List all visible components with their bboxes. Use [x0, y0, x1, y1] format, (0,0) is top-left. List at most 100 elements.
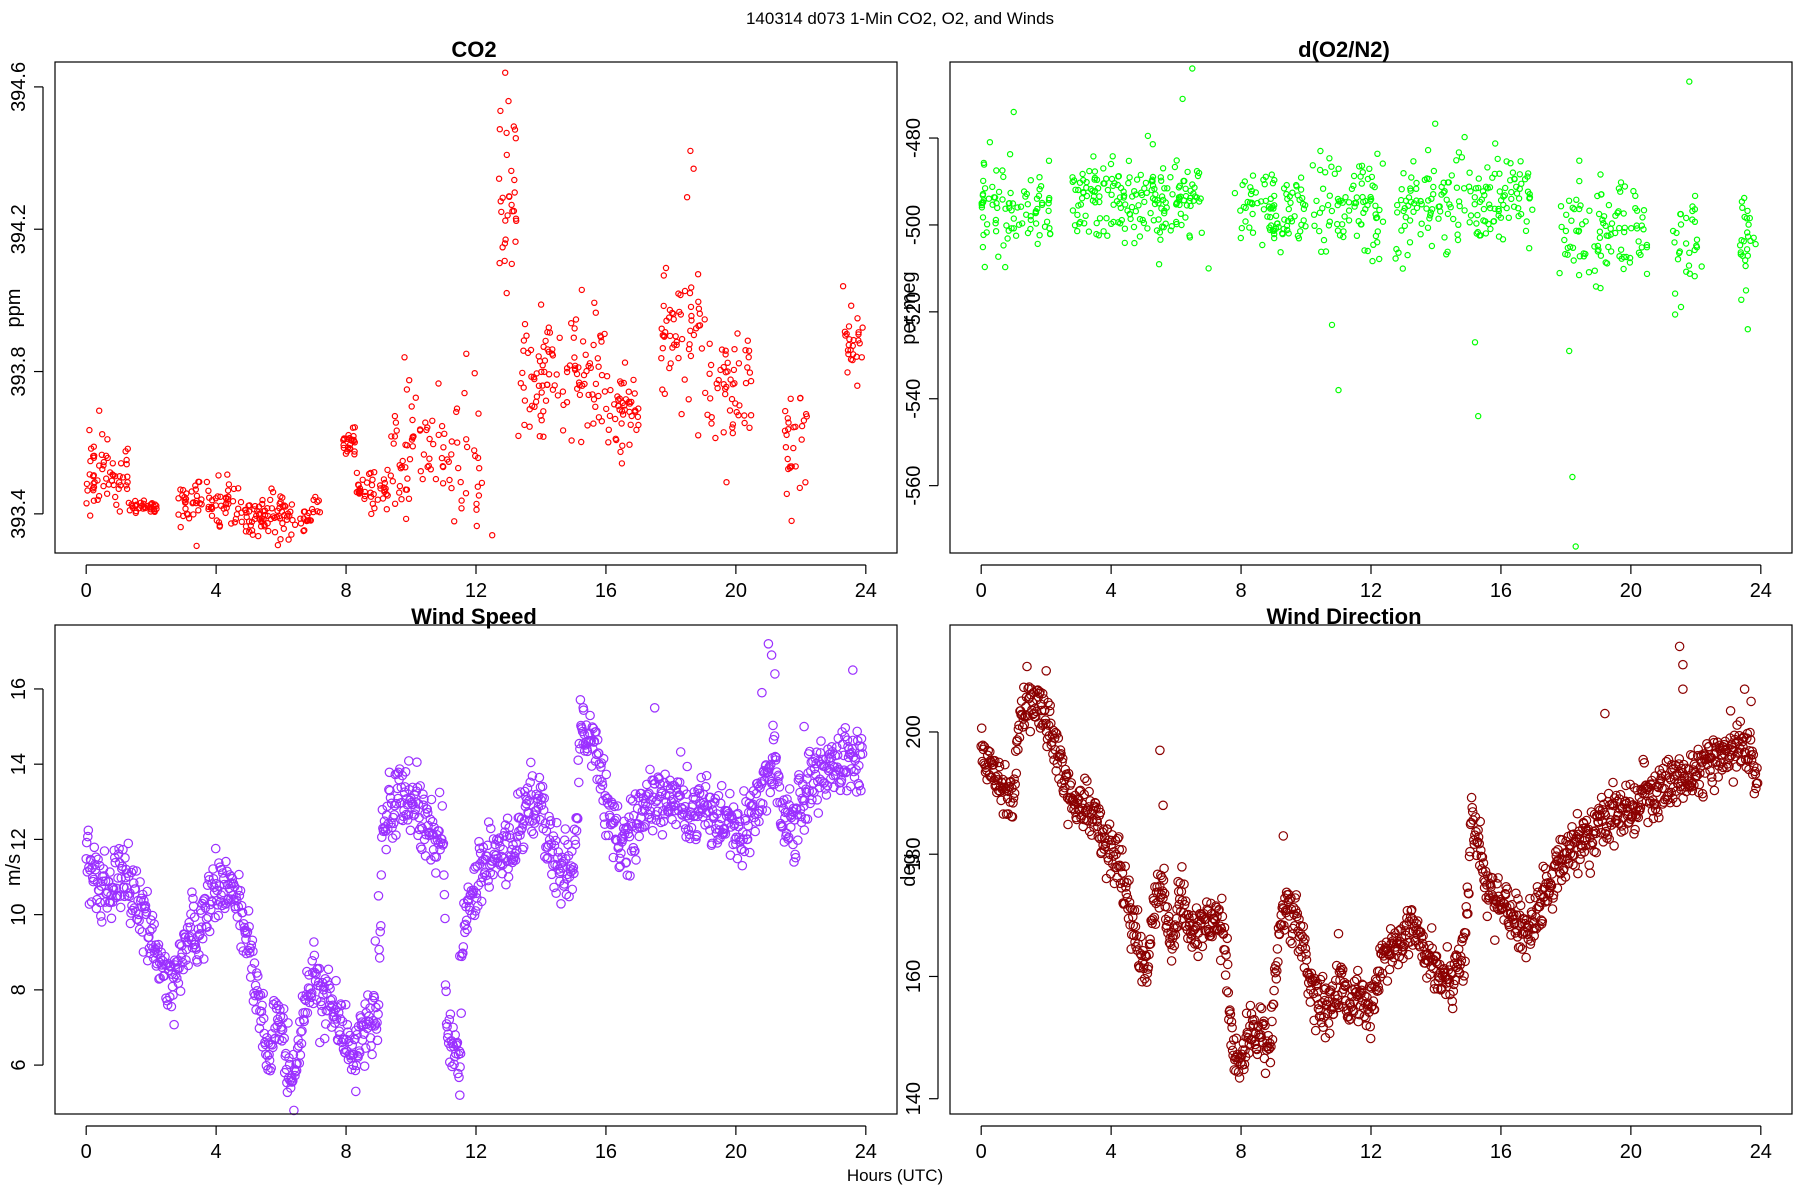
data-point: [1054, 774, 1064, 784]
data-point: [1151, 196, 1159, 204]
data-point: [1217, 911, 1228, 922]
data-point: [526, 406, 533, 413]
data-point: [380, 476, 388, 483]
data-point: [1000, 173, 1007, 181]
data-point: [593, 748, 604, 759]
data-point: [122, 448, 129, 455]
data-point: [994, 761, 1005, 772]
data-point: [1317, 147, 1324, 155]
data-point: [430, 440, 437, 448]
data-point: [512, 215, 520, 222]
data-point: [687, 147, 694, 155]
data-point: [489, 532, 496, 539]
data-point: [576, 391, 584, 399]
data-point: [458, 505, 465, 512]
data-point: [582, 351, 589, 358]
data-point: [854, 382, 861, 389]
data-point: [634, 413, 642, 421]
data-point: [1017, 203, 1025, 210]
data-point: [1460, 956, 1470, 967]
data-point: [1614, 209, 1621, 216]
data-point: [116, 473, 123, 480]
data-point: [798, 801, 809, 811]
data-point: [589, 391, 596, 398]
data-point: [519, 369, 526, 377]
data-point: [1511, 888, 1521, 899]
wind-direction-points: [976, 641, 1763, 1083]
data-point: [1176, 182, 1184, 189]
data-point: [234, 890, 245, 901]
data-point: [166, 1001, 177, 1012]
data-point: [1398, 185, 1405, 193]
data-point: [1144, 132, 1152, 140]
data-point: [856, 785, 866, 796]
data-point: [1291, 890, 1302, 900]
data-point: [1296, 228, 1304, 235]
data-point: [798, 422, 806, 430]
data-point: [83, 480, 91, 488]
data-point: [438, 838, 449, 849]
data-point: [259, 500, 266, 508]
data-point: [1620, 265, 1627, 273]
data-point: [1350, 172, 1358, 180]
data-point: [666, 332, 674, 340]
data-point: [335, 1014, 346, 1024]
data-point: [774, 772, 784, 782]
data-point: [673, 792, 683, 802]
data-point: [1316, 166, 1324, 174]
data-point: [568, 862, 579, 873]
data-point: [137, 927, 148, 937]
data-point: [1464, 888, 1474, 899]
data-point: [1361, 1020, 1372, 1031]
co2-y-axis-label: ppm: [3, 289, 25, 328]
data-point: [1495, 212, 1502, 219]
x-tick-label: 20: [1620, 1141, 1642, 1163]
data-point: [250, 980, 261, 991]
data-point: [690, 331, 698, 339]
data-point: [1471, 194, 1479, 201]
data-point: [1328, 207, 1336, 215]
data-point: [804, 786, 814, 796]
data-point: [626, 400, 634, 407]
data-point: [504, 212, 511, 219]
data-point: [461, 915, 472, 926]
data-point: [269, 488, 277, 496]
data-point: [1431, 951, 1442, 961]
data-point: [255, 532, 262, 540]
data-point: [482, 840, 493, 851]
data-point: [1007, 811, 1018, 822]
data-point: [1227, 1022, 1237, 1033]
data-point: [1123, 913, 1134, 924]
data-point: [594, 355, 602, 362]
data-point: [773, 776, 783, 787]
data-point: [795, 787, 805, 798]
data-point: [1739, 684, 1750, 694]
wind-speed-x-axis: 0 4 8 12 16 20 24: [81, 1125, 877, 1163]
data-point: [1626, 259, 1634, 266]
data-point: [503, 129, 510, 137]
data-point: [804, 746, 815, 757]
data-point: [403, 386, 411, 393]
data-point: [512, 134, 520, 142]
data-point: [1501, 184, 1509, 192]
data-point: [1597, 171, 1604, 178]
data-point: [1283, 181, 1290, 189]
data-point: [1164, 937, 1175, 948]
data-point: [102, 903, 112, 913]
data-point: [1590, 828, 1601, 839]
data-point: [281, 502, 288, 509]
data-point: [846, 336, 853, 343]
data-point: [1595, 210, 1603, 218]
data-point: [266, 1063, 276, 1073]
data-point: [124, 891, 135, 902]
data-point: [1309, 162, 1317, 169]
data-point: [674, 777, 685, 788]
data-point: [999, 167, 1006, 174]
data-point: [538, 805, 549, 815]
data-point: [147, 923, 157, 934]
data-point: [557, 863, 568, 873]
data-point: [105, 481, 113, 488]
data-point: [571, 354, 578, 361]
data-point: [1413, 197, 1420, 204]
data-point: [187, 887, 197, 897]
